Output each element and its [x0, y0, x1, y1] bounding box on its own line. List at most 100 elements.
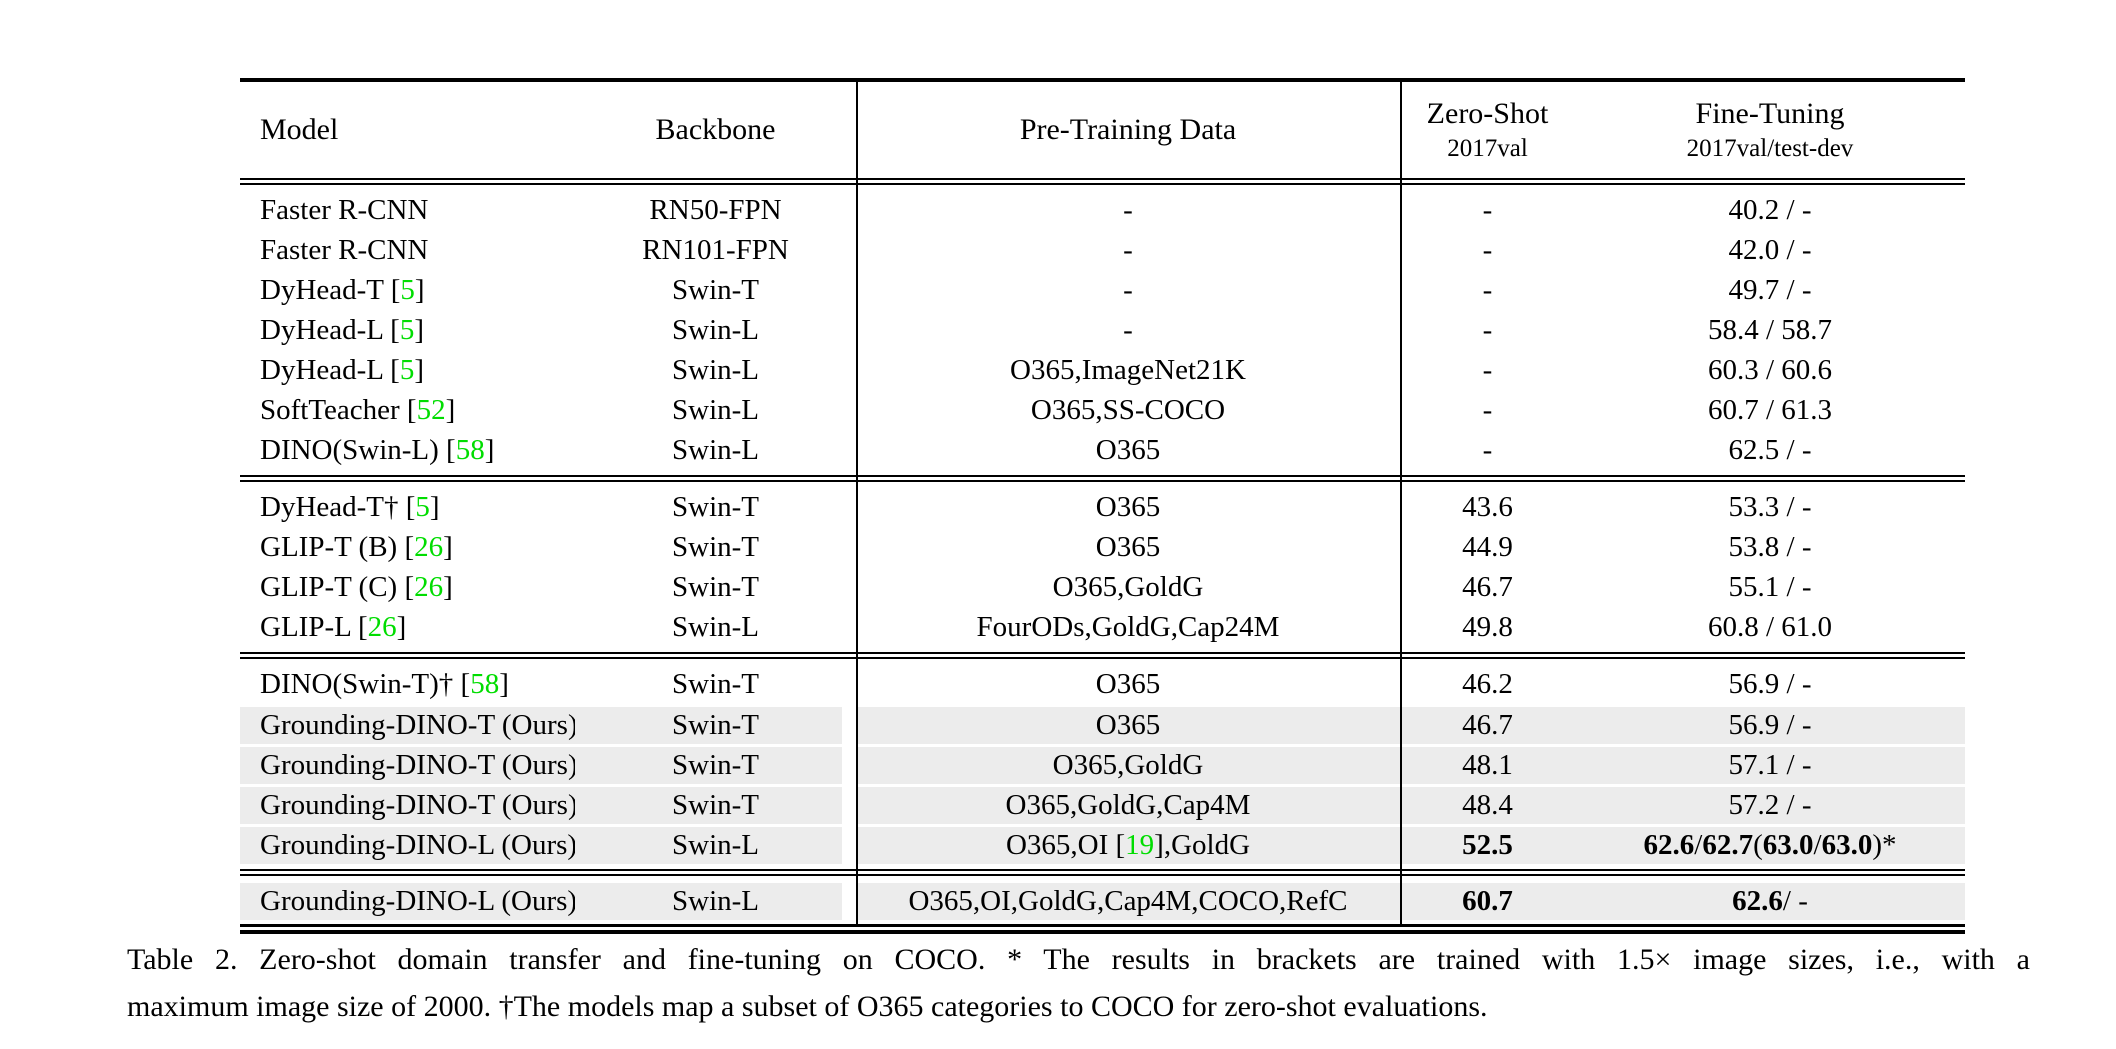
model-cell: DyHead-T [5] [240, 270, 575, 310]
model-cell: DINO(Swin-T)† [58] [240, 664, 575, 704]
zero-shot-value-cell: - [1482, 433, 1493, 466]
backbone-cell: Swin-T [672, 490, 759, 523]
table-row: Grounding-DINO-L (Ours) Swin-L O365,OI [19… [240, 824, 1965, 864]
zero-shot-value-cell: 48.1 [1400, 744, 1575, 784]
backbone-cell: Swin-T [575, 744, 856, 784]
backbone-cell: Swin-T [672, 570, 759, 603]
table-section: Faster R-CNN RN50-FPN - -40.2 / - Faster R-C… [240, 185, 1965, 475]
pretraining-data-cell: O365,OI,GoldG,Cap4M,COCO,RefC [856, 880, 1400, 920]
model-cell: Faster R-CNN [260, 193, 429, 226]
zero-shot-sublabel: 2017val [1447, 135, 1528, 162]
zero-shot-value-cell: - [1482, 393, 1493, 426]
fine-tuning-value-cell: 55.1 / - [1728, 570, 1812, 603]
pretraining-data-cell: O365 [1095, 530, 1161, 563]
backbone-cell: Swin-T [672, 667, 759, 700]
pretraining-data-cell: O365 [1095, 490, 1161, 523]
model-cell: Grounding-DINO-T (Ours) [240, 784, 578, 824]
pretraining-data-cell: - [1123, 193, 1133, 226]
backbone-cell: Swin-L [672, 353, 759, 386]
pretraining-data-cell: O365,ImageNet21K [1010, 353, 1246, 386]
pretraining-data-cell: - [1123, 233, 1133, 266]
model-cell: DyHead-L [5] [240, 350, 575, 390]
pretraining-data-cell: O365,GoldG,Cap4M [856, 784, 1400, 824]
fine-tuning-value-cell: 57.1 / - [1575, 744, 1965, 784]
table-bottom-rule [240, 924, 1965, 934]
pretraining-data-cell: O365,GoldG [1052, 570, 1204, 603]
column-header-fine-tuning: Fine-Tuning 2017val/test-dev [1575, 97, 1965, 163]
zero-shot-value-cell: 46.2 [1462, 667, 1513, 700]
table-section: DyHead-T† [5] Swin-T O365 43.6 53.3 / - GLIP-… [240, 482, 1965, 652]
section-separator-rule [240, 869, 1965, 876]
citation-ref: 5 [399, 353, 415, 386]
table-body: Faster R-CNN RN50-FPN - -40.2 / - Faster R-C… [240, 185, 1965, 924]
model-cell: GLIP-T (B) [26] [240, 527, 575, 567]
pretraining-data-cell: O365,OI [19],GoldG [856, 824, 1400, 864]
zero-shot-value-cell: 49.8 [1462, 610, 1513, 643]
results-table: Model Backbone Pre-Training Data Zero-Sh… [240, 78, 1965, 934]
model-cell: Grounding-DINO-T (Ours) [240, 704, 578, 744]
citation-ref: 5 [400, 273, 415, 306]
backbone-cell: Swin-L [575, 824, 856, 864]
pretraining-data-cell: O365,SS-COCO [1030, 393, 1226, 426]
table-row: DyHead-L [5] Swin-L - - 58.4 / 58.7 [240, 310, 1965, 350]
zero-shot-value-cell: 46.7 [1462, 570, 1513, 603]
fine-tuning-label: Fine-Tuning [1695, 97, 1845, 130]
backbone-cell: RN101-FPN [642, 233, 789, 266]
citation-ref: 58 [455, 433, 485, 466]
backbone-cell: Swin-L [672, 313, 759, 346]
table-top-rule [240, 78, 1965, 82]
column-divider-pretrain-zeroshot [1400, 82, 1402, 924]
model-cell: Grounding-DINO-T (Ours) [240, 744, 578, 784]
citation-ref: 26 [414, 570, 444, 603]
table-row: Grounding-DINO-T (Ours) Swin-T O365 46.7 56.… [240, 704, 1965, 744]
pretraining-data-cell: FourODs,GoldG,Cap24M [976, 610, 1280, 643]
citation-ref: 26 [367, 610, 397, 643]
column-header-model: Model [260, 113, 339, 146]
header-separator-rule [240, 178, 1965, 185]
pretraining-data-cell: O365 [1095, 667, 1161, 700]
model-cell: Grounding-DINO-L (Ours) [240, 880, 577, 920]
fine-tuning-value-cell: 58.4 / 58.7 [1707, 313, 1833, 346]
pretraining-data-cell: O365 [1095, 433, 1161, 466]
table-row: DINO(Swin-L) [58] Swin-L O365 - 62.5 / - [240, 430, 1965, 470]
backbone-cell: Swin-L [575, 880, 856, 920]
table-row: SoftTeacher [52] Swin-L O365,SS-COCO - 60.7 … [240, 390, 1965, 430]
fine-tuning-value-cell: 53.3 / - [1728, 490, 1812, 523]
model-cell: GLIP-L [26] [240, 607, 575, 647]
column-header-backbone: Backbone [655, 113, 776, 146]
backbone-cell: RN50-FPN [649, 193, 782, 226]
fine-tuning-sublabel: 2017val/test-dev [1686, 135, 1854, 162]
table-section: DINO(Swin-T)† [58] Swin-T O365 46.2 56.9 / -… [240, 659, 1965, 869]
table-header-row: Model Backbone Pre-Training Data Zero-Sh… [240, 82, 1965, 178]
fine-tuning-value-cell: 60.3 / 60.6 [1707, 353, 1833, 386]
backbone-cell: Swin-T [672, 273, 759, 306]
citation-ref: 52 [416, 393, 446, 426]
citation-ref: 19 [1125, 829, 1155, 861]
table-row: Grounding-DINO-T (Ours) Swin-T O365,GoldG,… [240, 784, 1965, 824]
column-divider-backbone-pretrain [856, 82, 858, 924]
backbone-cell: Swin-T [672, 530, 759, 563]
table-row: Faster R-CNN RN101-FPN - - 42.0 / - [240, 230, 1965, 270]
backbone-cell: Swin-T [575, 784, 856, 824]
table-row: DINO(Swin-T)† [58] Swin-T O365 46.2 56.9 / - [240, 664, 1965, 704]
backbone-cell: Swin-L [672, 433, 759, 466]
pretraining-data-cell: O365,GoldG [856, 744, 1400, 784]
citation-ref: 26 [414, 530, 444, 563]
zero-shot-value-cell: - [1482, 233, 1493, 266]
backbone-cell: Swin-L [672, 393, 759, 426]
fine-tuning-value-cell: 62.5 / - [1728, 433, 1812, 466]
model-cell: Grounding-DINO-L (Ours) [240, 824, 577, 864]
zero-shot-value-cell: - [1482, 353, 1493, 386]
zero-shot-value-cell: 52.5 [1400, 824, 1575, 864]
table-caption: Table 2. Zero-shot domain transfer and f… [127, 936, 2030, 1030]
zero-shot-value-cell: - [1482, 273, 1493, 306]
zero-shot-value-cell: 43.6 [1462, 490, 1513, 523]
section-separator-rule [240, 475, 1965, 482]
table-row: DyHead-T [5] Swin-T - - 49.7 / - [240, 270, 1965, 310]
table-row: DyHead-T† [5] Swin-T O365 43.6 53.3 / - [240, 487, 1965, 527]
model-cell: DyHead-T† [5] [240, 487, 575, 527]
fine-tuning-value-cell: 53.8 / - [1728, 530, 1812, 563]
table-row: GLIP-T (C) [26] Swin-T O365,GoldG 46.7 55.1 … [240, 567, 1965, 607]
citation-ref: 5 [399, 313, 415, 346]
